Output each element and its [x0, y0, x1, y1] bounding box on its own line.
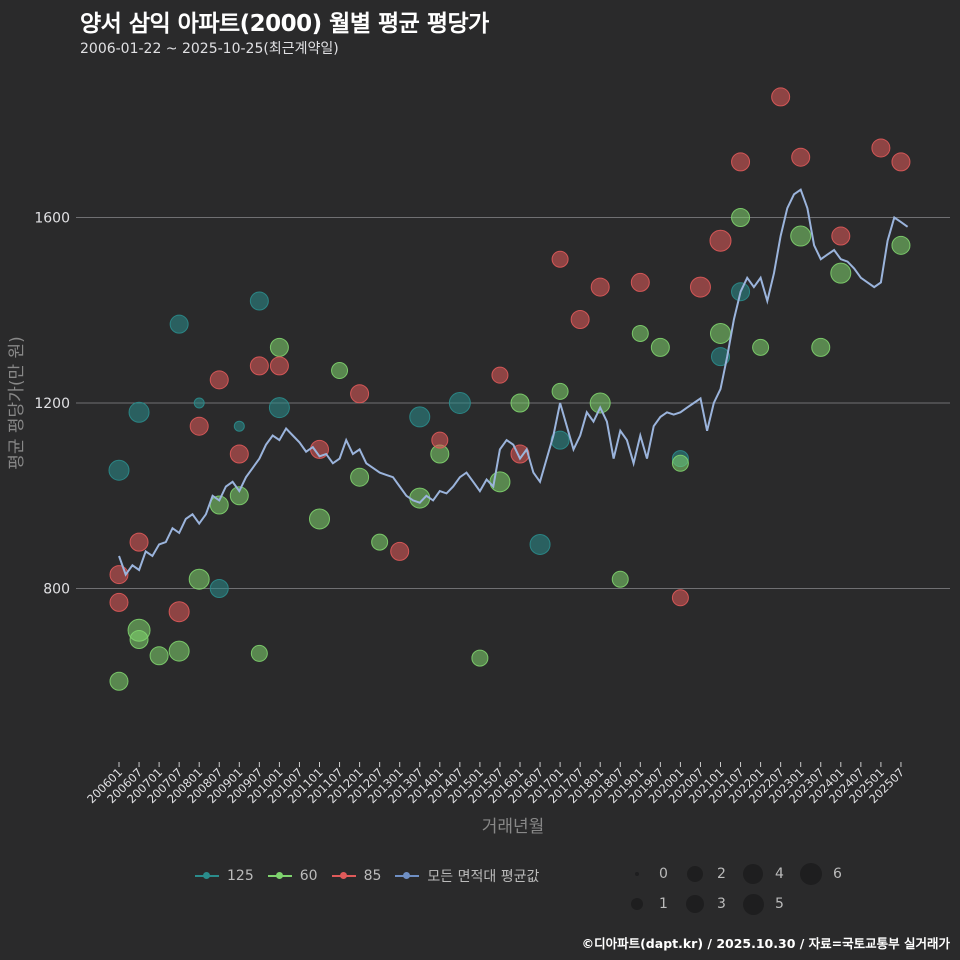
legend-line-marker-icon	[267, 872, 292, 879]
average-line-series	[118, 188, 909, 577]
bubble-size-icon	[800, 863, 822, 885]
size-legend-item: 6	[799, 862, 857, 886]
size-legend-item: 1	[625, 892, 683, 916]
bubble-size-icon	[687, 866, 703, 882]
legend-line-marker-icon	[331, 872, 356, 879]
y-axis-label: 평균 평당가(만 원)	[7, 336, 27, 470]
legend-label: 모든 면적대 평균값	[427, 869, 540, 885]
y-axis-ticks: 800 1200 1600	[34, 211, 70, 598]
svg-text:1600: 1600	[34, 211, 70, 227]
legend-item-125[interactable]: 125	[195, 868, 254, 884]
legend-label: 125	[227, 868, 254, 884]
bubble-size-icon	[635, 872, 639, 876]
legend-label: 85	[363, 868, 382, 884]
legend-item-average[interactable]: 모든 면적대 평균값	[395, 866, 539, 886]
size-legend-item: 0	[625, 862, 683, 886]
legend-label: 60	[299, 868, 318, 884]
bubble-series	[108, 87, 911, 691]
bubble-size-legend: 0 2 4 6 1 3 5	[625, 862, 857, 916]
size-legend-item: 4	[741, 862, 799, 886]
x-axis-label: 거래년월	[482, 817, 545, 837]
size-legend-item: 5	[741, 892, 799, 916]
chart-subtitle: 2006-01-22 ~ 2025-10-25(최근계약일)	[80, 41, 339, 57]
svg-text:800: 800	[43, 582, 70, 598]
chart-title: 양서 삼익 아파트(2000) 월별 평균 평당가	[80, 11, 489, 37]
x-axis-ticks: 2006012006072007012007072008012008072009…	[84, 762, 907, 806]
series-legend: 125 60 85 모든 면적대 평균값	[195, 866, 539, 886]
legend-item-85[interactable]: 85	[331, 868, 382, 884]
size-legend-item: 3	[683, 892, 741, 916]
legend-item-60[interactable]: 60	[267, 868, 318, 884]
bubble-size-icon	[742, 893, 764, 915]
svg-text:1200: 1200	[34, 396, 70, 412]
bubble-size-icon	[631, 898, 643, 910]
source-credit: ©디아파트(dapt.kr) / 2025.10.30 / 자료=국토교통부 실…	[581, 936, 950, 951]
legend-line-marker-icon	[195, 872, 219, 879]
bubble-size-icon	[686, 895, 704, 913]
legend-line-marker-icon	[395, 872, 420, 879]
size-legend-item: 2	[683, 862, 741, 886]
bubble-size-icon	[743, 864, 763, 884]
